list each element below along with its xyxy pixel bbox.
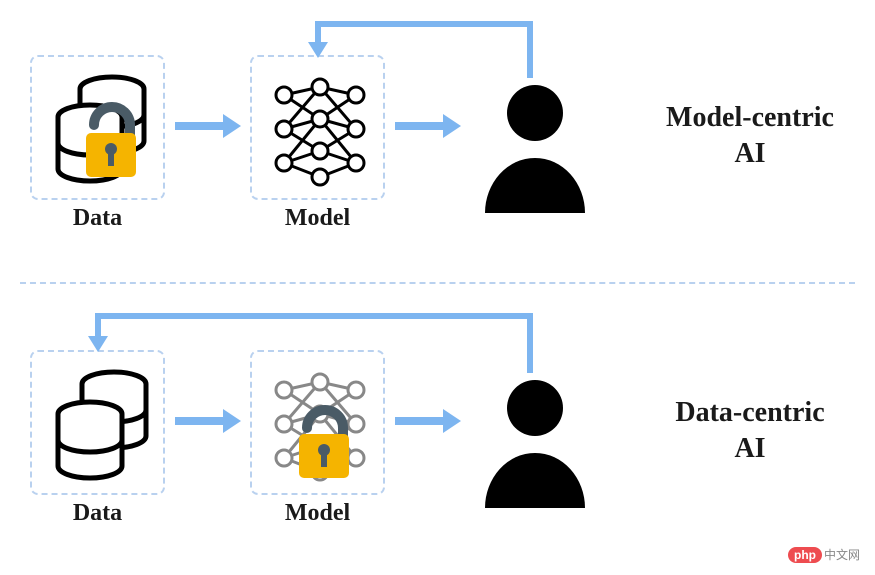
watermark-badge: php — [788, 547, 822, 563]
watermark: php中文网 — [788, 546, 860, 563]
data-centric-row: Data — [0, 0, 875, 575]
feedback-arrow-bottom — [0, 0, 875, 575]
watermark-cn: 中文网 — [824, 548, 860, 562]
